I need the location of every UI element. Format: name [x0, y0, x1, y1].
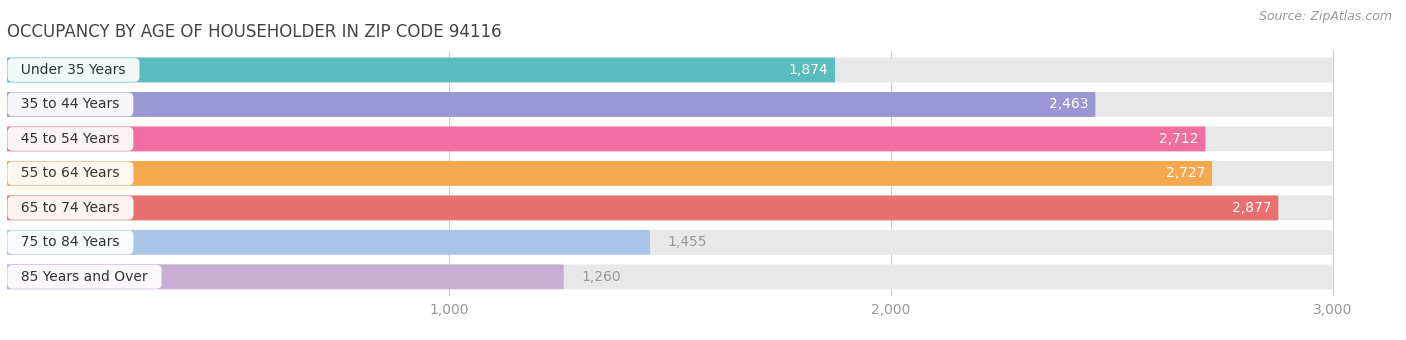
Text: 2,712: 2,712 — [1160, 132, 1199, 146]
Text: OCCUPANCY BY AGE OF HOUSEHOLDER IN ZIP CODE 94116: OCCUPANCY BY AGE OF HOUSEHOLDER IN ZIP C… — [7, 23, 502, 41]
FancyBboxPatch shape — [7, 230, 1333, 255]
Text: 35 to 44 Years: 35 to 44 Years — [13, 98, 128, 112]
Text: 75 to 84 Years: 75 to 84 Years — [13, 235, 128, 249]
FancyBboxPatch shape — [7, 161, 1212, 186]
Text: 1,260: 1,260 — [582, 270, 621, 284]
FancyBboxPatch shape — [7, 195, 1278, 220]
Text: 45 to 54 Years: 45 to 54 Years — [13, 132, 128, 146]
FancyBboxPatch shape — [7, 230, 650, 255]
Text: 2,877: 2,877 — [1232, 201, 1271, 215]
Text: 1,455: 1,455 — [668, 235, 707, 249]
FancyBboxPatch shape — [7, 57, 1333, 82]
FancyBboxPatch shape — [7, 265, 1333, 289]
Text: 65 to 74 Years: 65 to 74 Years — [13, 201, 128, 215]
FancyBboxPatch shape — [7, 92, 1333, 117]
FancyBboxPatch shape — [7, 161, 1333, 186]
FancyBboxPatch shape — [7, 126, 1205, 151]
Text: 85 Years and Over: 85 Years and Over — [13, 270, 156, 284]
Text: 2,727: 2,727 — [1166, 166, 1205, 181]
FancyBboxPatch shape — [7, 195, 1333, 220]
Text: 55 to 64 Years: 55 to 64 Years — [13, 166, 128, 181]
FancyBboxPatch shape — [7, 92, 1095, 117]
Text: Under 35 Years: Under 35 Years — [13, 63, 135, 77]
FancyBboxPatch shape — [7, 126, 1333, 151]
FancyBboxPatch shape — [7, 57, 835, 82]
Text: 2,463: 2,463 — [1049, 98, 1088, 112]
Text: 1,874: 1,874 — [789, 63, 828, 77]
Text: Source: ZipAtlas.com: Source: ZipAtlas.com — [1258, 10, 1392, 23]
FancyBboxPatch shape — [7, 265, 564, 289]
